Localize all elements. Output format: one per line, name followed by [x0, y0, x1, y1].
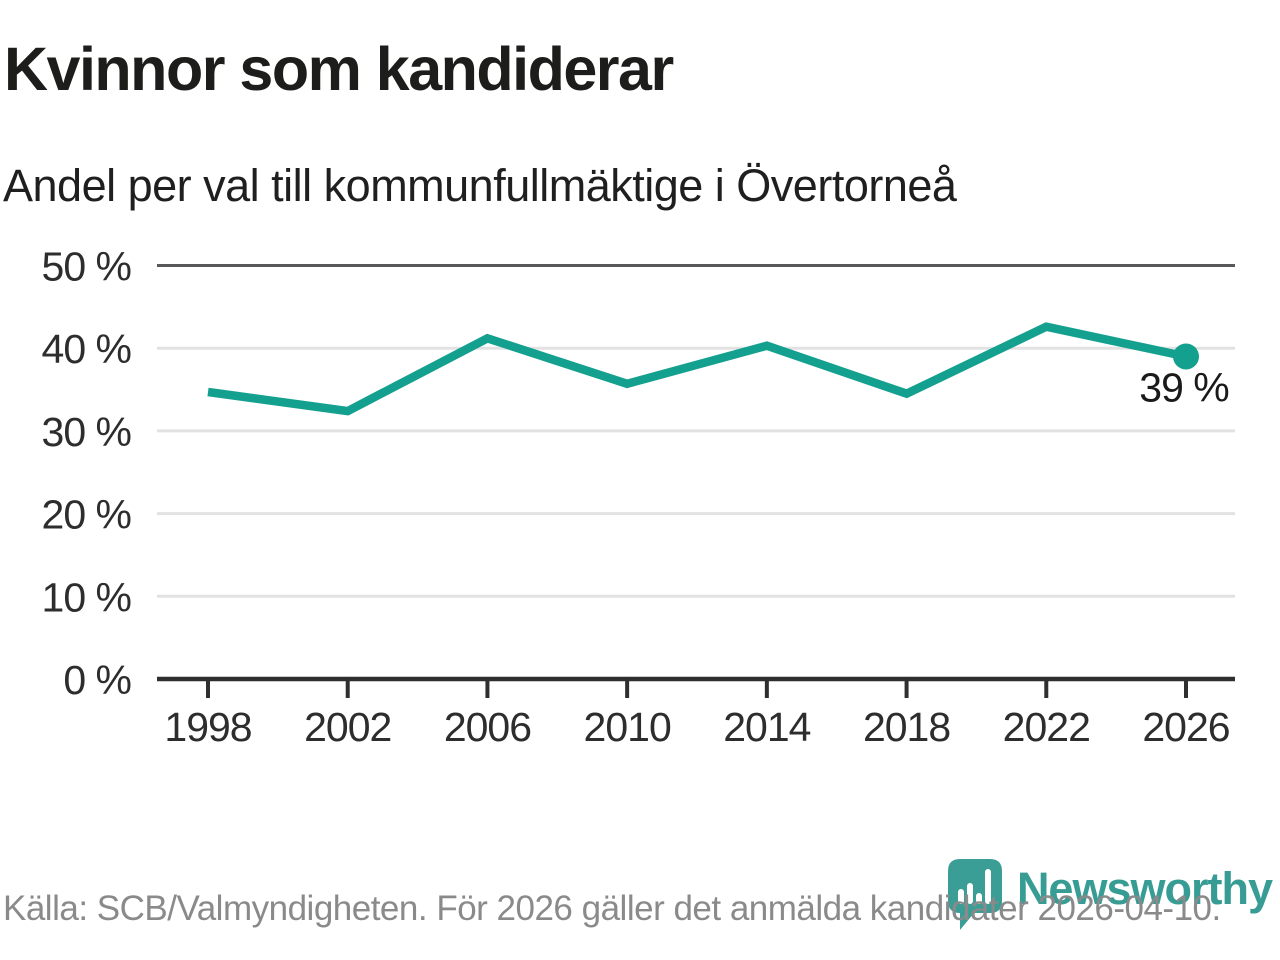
x-tick-label-2002: 2002 [304, 704, 391, 750]
line-chart: 0 % 10 % 20 % 30 % 40 % 50 % 1998 2002 2006 2010 2… [42, 244, 1235, 750]
x-tick-label-2010: 2010 [584, 704, 671, 750]
x-tick-label-2026: 2026 [1142, 704, 1229, 750]
x-tick-label-2018: 2018 [863, 704, 950, 750]
data-line-series [207, 322, 1187, 416]
chart-subtitle: Andel per val till kommunfullmäktige i Ö… [3, 160, 957, 211]
newsworthy-logo-icon [947, 859, 1002, 930]
x-tick-label-2006: 2006 [444, 704, 531, 750]
newsworthy-logo: Newsworthy [947, 858, 1273, 932]
y-tick-label-40: 40 % [42, 326, 131, 372]
bar-1 [957, 889, 964, 904]
newsworthy-logo-text: Newsworthy [1016, 863, 1273, 914]
y-tick-label-30: 30 % [42, 409, 131, 455]
end-point-marker [1172, 343, 1199, 370]
bar-2 [966, 883, 973, 904]
source-note: Källa: SCB/Valmyndigheten. För 2026 gäll… [3, 889, 1221, 928]
bar-3 [975, 893, 982, 904]
end-point-value-label: 39 % [1139, 364, 1228, 410]
chart-title: Kvinnor som kandiderar [4, 35, 674, 103]
x-tick-label-2022: 2022 [1003, 704, 1090, 750]
x-tick-label-1998: 1998 [164, 704, 251, 750]
x-tick-label-2014: 2014 [723, 704, 810, 750]
y-tick-label-50: 50 % [42, 244, 131, 290]
y-tick-label-20: 20 % [42, 492, 131, 538]
bar-4 [984, 869, 991, 904]
y-tick-label-0: 0 % [63, 657, 131, 703]
y-tick-label-10: 10 % [42, 574, 131, 620]
